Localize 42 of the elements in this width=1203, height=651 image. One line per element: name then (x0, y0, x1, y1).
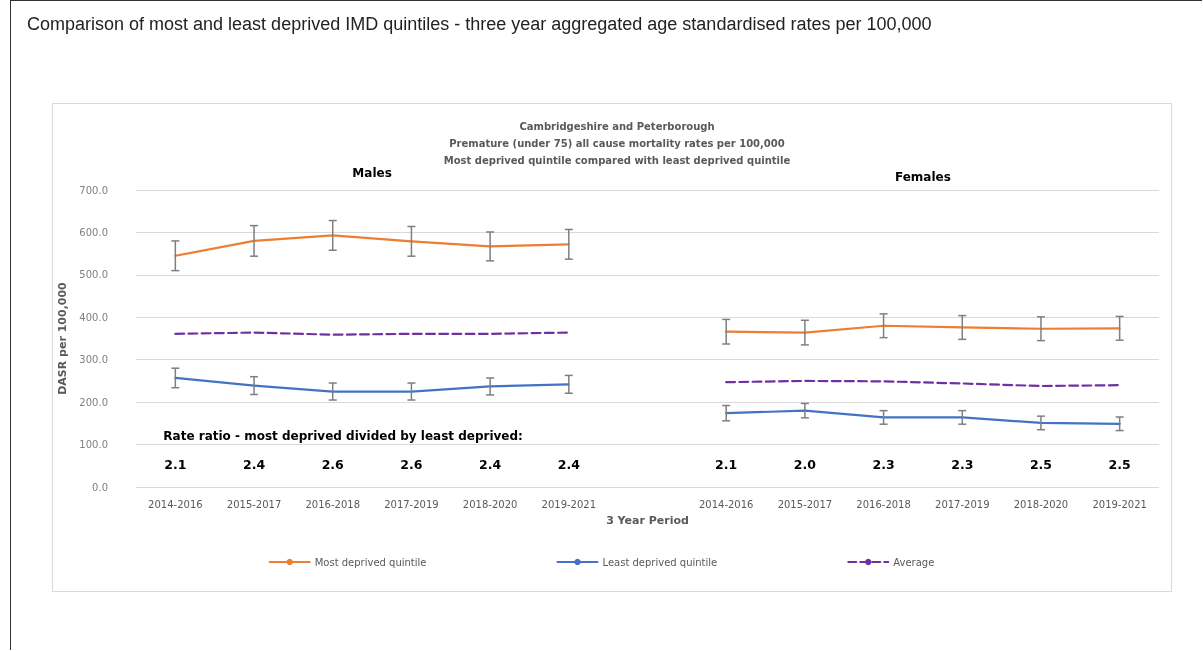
text: Males (352, 166, 392, 180)
x-tick-label: 2014-2016 (148, 498, 203, 510)
annotation: 2.3 (951, 457, 974, 472)
annotation: 2.5 (1029, 457, 1053, 472)
annotation: 2.1 (715, 457, 738, 472)
y-tick-label: 600.0 (79, 226, 108, 238)
annotation: 2.0 (793, 457, 817, 472)
y-tick-label: 500.0 (79, 269, 108, 281)
annotation: 2.4 (479, 457, 502, 472)
legend-label: Least deprived quintile (602, 556, 718, 568)
y-tick-label: 100.0 (79, 439, 108, 451)
legend-label: Average (893, 556, 935, 568)
x-tick-label: 2015-2017 (226, 498, 282, 510)
annotation: 2.6 (400, 457, 423, 472)
x-tick-label: 2019-2021 (541, 498, 597, 510)
x-tick-label: 2016-2018 (305, 498, 360, 510)
y-tick-label: 0.0 (92, 481, 108, 493)
x-tick-label: 2017-2019 (935, 498, 990, 510)
y-tick-label: 400.0 (79, 311, 108, 323)
y-tick-label: 300.0 (79, 354, 108, 366)
x-tick-label: 2016-2018 (856, 498, 911, 510)
x-tick-label: 2015-2017 (777, 498, 833, 510)
y-tick-label: 200.0 (79, 396, 108, 408)
annotation: 2.1 (164, 457, 187, 472)
x-tick-label: 2019-2021 (1092, 498, 1147, 510)
annotation: 2.4 (557, 457, 581, 472)
annotation: 2.3 (872, 457, 895, 472)
x-tick-label: 2018-2020 (462, 498, 518, 510)
chart-subtitle: Cambridgeshire and Peterborough Premature (under 75) all cause mortality rates per 100,000 Most deprived quintile compared with least deprived quintile (443, 121, 791, 166)
text: Females (894, 170, 951, 184)
annotation: Rate ratio - most deprived divided by least deprived: (163, 429, 523, 443)
x-tick-label: 2018-2020 (1013, 498, 1069, 510)
annotation: 2.6 (321, 457, 345, 472)
y-tick-label: 700.0 (79, 184, 108, 196)
chart-title: Comparison of most and least deprived IMD quintiles - three year aggregated age standardised rates per 100,000 (27, 14, 932, 35)
x-tick-label: 2017-2019 (384, 498, 439, 510)
y-axis-title: DASR per 100,000 (56, 281, 70, 395)
annotation: 2.5 (1108, 457, 1131, 472)
annotation: 2.4 (242, 457, 266, 472)
x-axis-title: 3 Year Period (606, 514, 689, 527)
x-tick-label: 2014-2016 (698, 498, 754, 510)
legend-label: Most deprived quintile (314, 556, 427, 568)
